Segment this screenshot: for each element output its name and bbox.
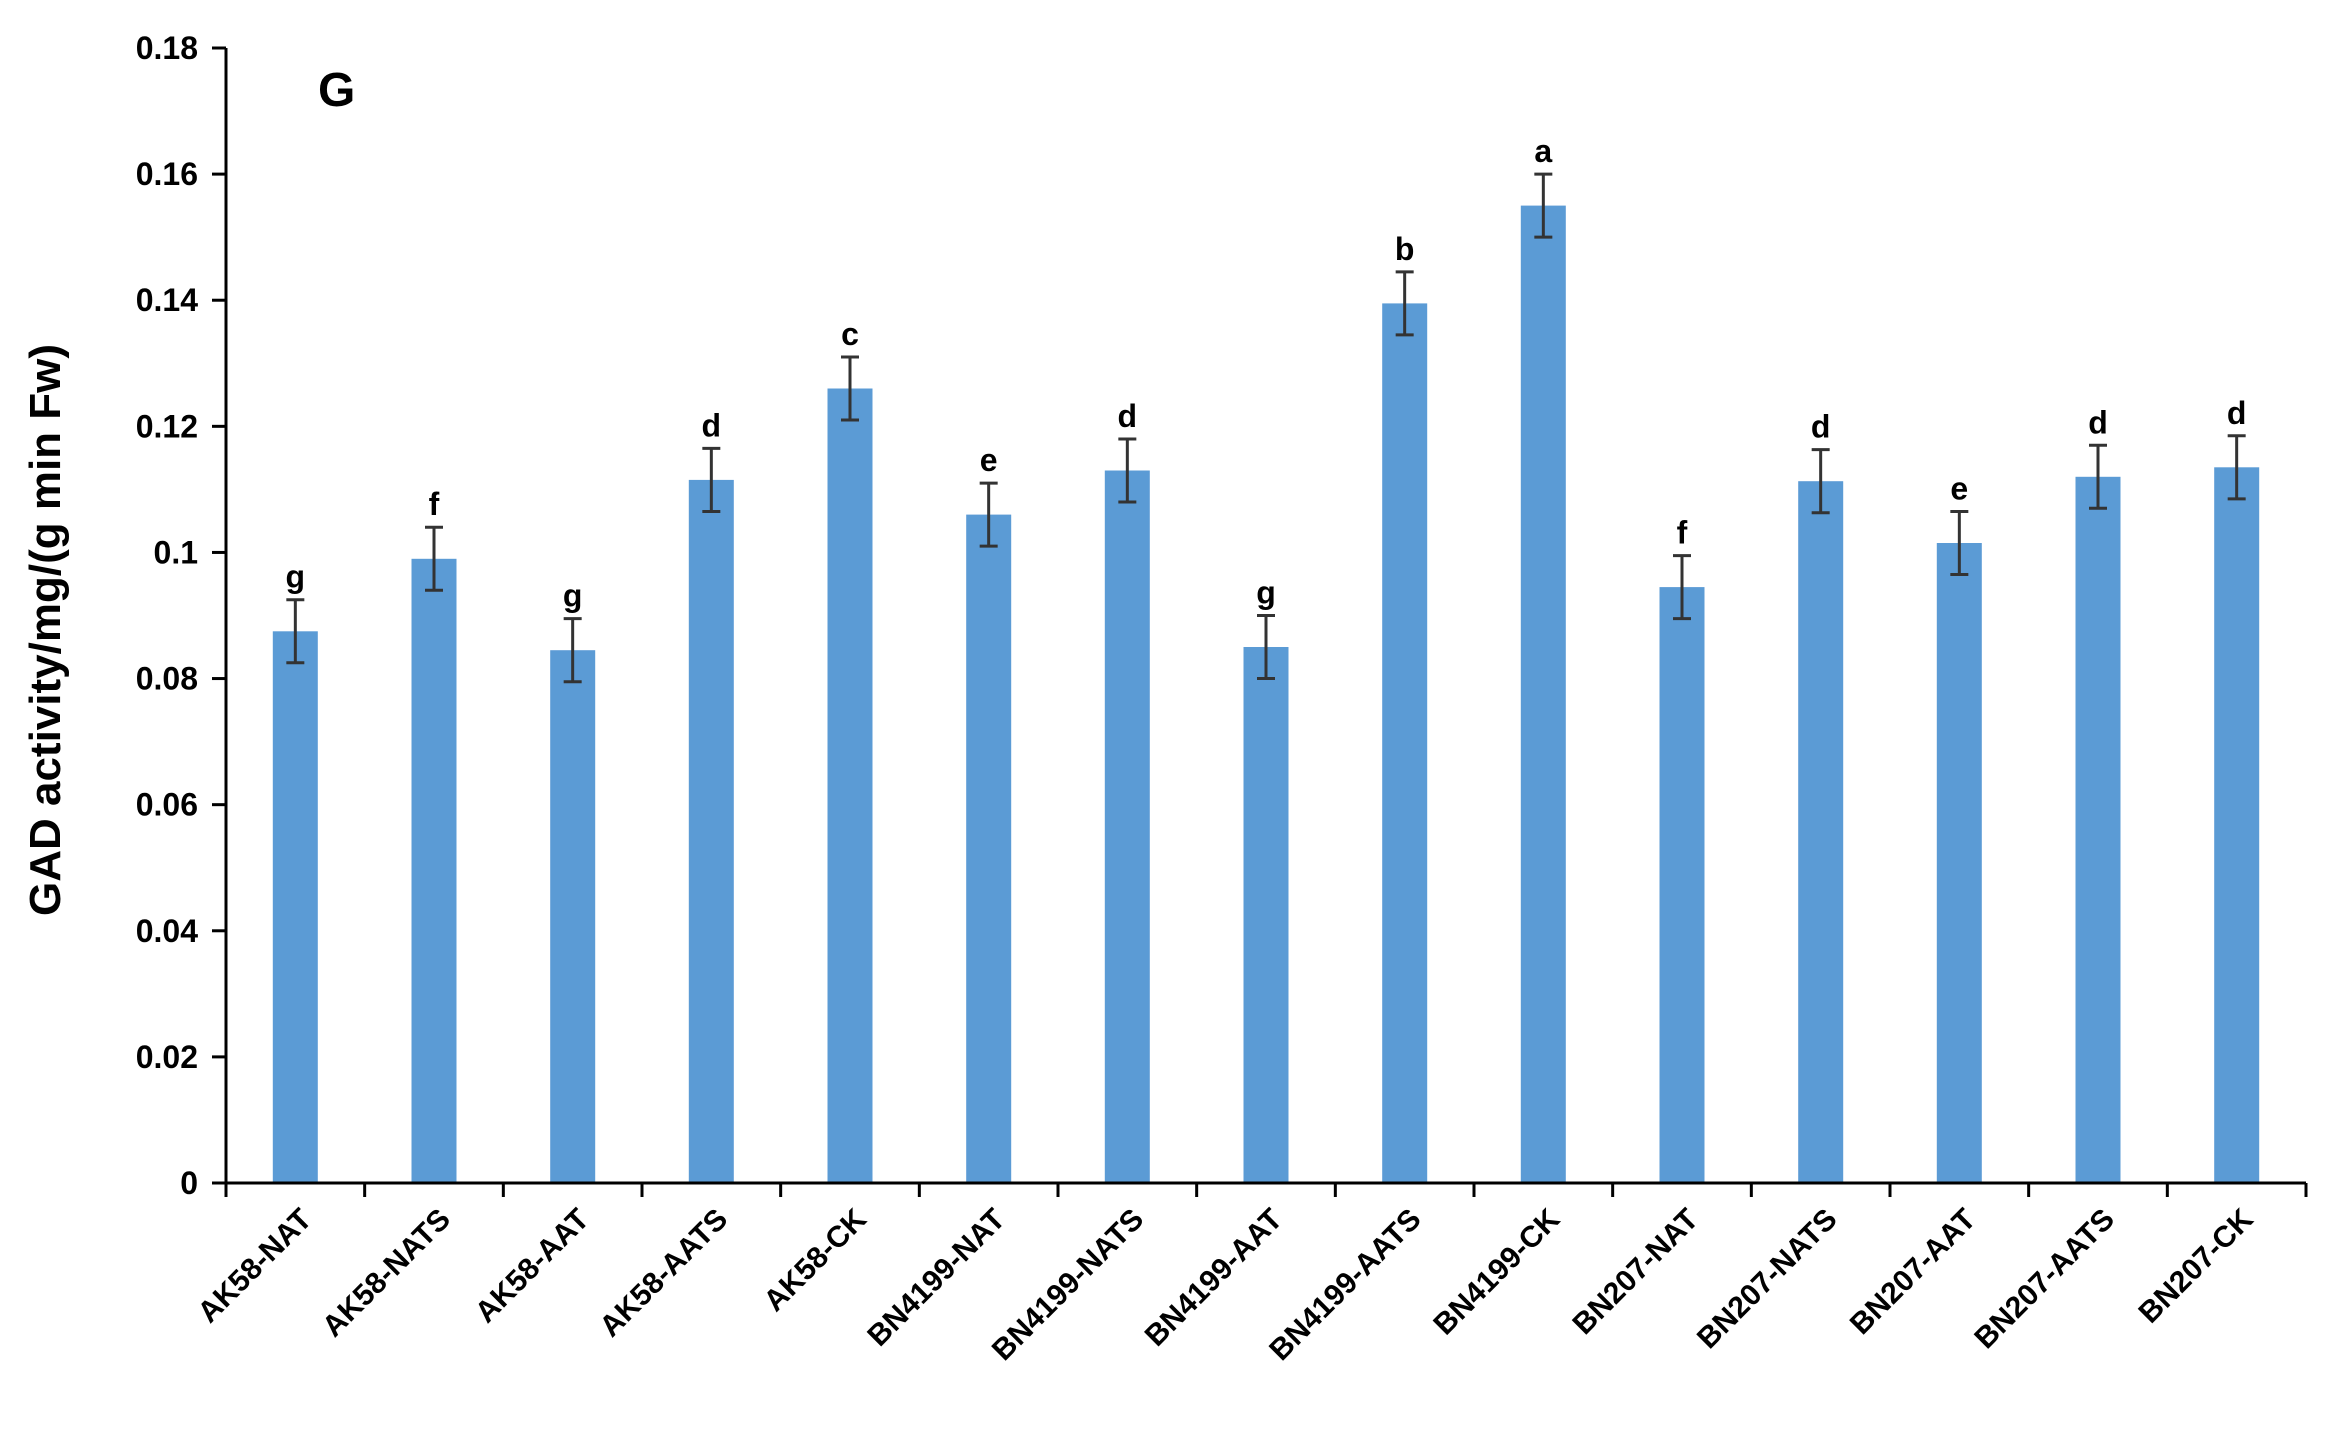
x-tick-label: BN4199-NAT <box>861 1203 1011 1353</box>
x-tick-label: BN207-AATS <box>1968 1203 2121 1356</box>
bar-bn4199-aats <box>1382 303 1428 1183</box>
x-tick-label: BN207-CK <box>2133 1202 2260 1329</box>
x-tick-label: BN207-NAT <box>1566 1203 1704 1341</box>
bar-ak58-nat <box>272 631 318 1183</box>
y-axis-title-group: GAD activity/mg/(g min Fw) <box>21 344 70 916</box>
x-tick-label: BN207-NATS <box>1691 1203 1844 1356</box>
x-tick-label: BN4199-NATS <box>986 1203 1150 1367</box>
bar-bn207-nats <box>1798 481 1844 1183</box>
bar-bn4199-nats <box>1104 470 1150 1183</box>
significance-letter: d <box>1118 398 1138 434</box>
bar-bn4199-ck <box>1520 205 1566 1184</box>
x-tick-label: BN4199-CK <box>1427 1202 1566 1341</box>
bar-ak58-aat <box>550 650 596 1183</box>
bar-bn4199-aat <box>1243 647 1289 1183</box>
x-tick-label: BN4199-AAT <box>1139 1203 1289 1353</box>
bar-bn4199-nat <box>966 514 1012 1183</box>
significance-letter: f <box>429 486 440 522</box>
bar-ak58-ck <box>827 388 873 1183</box>
x-tick-label: AK58-NATS <box>316 1203 457 1344</box>
y-axis-title: GAD activity/mg/(g min Fw) <box>21 344 70 916</box>
x-tick-label: AK58-AAT <box>469 1203 596 1330</box>
significance-letter: d <box>702 407 722 443</box>
bar-ak58-nats <box>411 558 457 1184</box>
bar-ak58-aats <box>688 479 734 1183</box>
significance-letter: g <box>286 559 306 595</box>
bar-bn207-aat <box>1936 543 1982 1183</box>
panel-label: G <box>318 64 355 117</box>
x-tick-label: BN207-AAT <box>1844 1203 1982 1341</box>
x-tick-label: BN4199-AATS <box>1263 1203 1427 1367</box>
y-tick-label: 0.16 <box>136 156 198 192</box>
x-tick-label: AK58-CK <box>758 1202 874 1318</box>
significance-letter: e <box>1950 471 1968 507</box>
significance-letters-layer: g f g d c e d g b a f d e d d <box>286 133 2247 614</box>
axes-layer <box>212 46 2308 1197</box>
significance-letter: g <box>1256 575 1276 611</box>
y-tick-label: 0 <box>180 1165 198 1201</box>
significance-letter: d <box>1811 409 1831 445</box>
bar-bn207-nat <box>1659 587 1705 1183</box>
significance-letter: c <box>841 316 859 352</box>
significance-letter: e <box>980 442 998 478</box>
significance-letter: f <box>1677 515 1688 551</box>
y-tick-label: 0.08 <box>136 661 198 697</box>
y-tick-label: 0.02 <box>136 1039 198 1075</box>
y-tick-label: 0.04 <box>136 913 198 949</box>
significance-letter: d <box>2227 395 2247 431</box>
y-tick-label: 0.14 <box>136 282 198 318</box>
y-tick-label: 0.18 <box>136 30 198 66</box>
bar-bn207-aats <box>2075 476 2121 1183</box>
y-tick-labels-layer: 0 0.02 0.04 0.06 0.08 0.1 0.12 0.14 0.16 0.18 <box>136 30 198 1201</box>
significance-letter: a <box>1534 133 1552 169</box>
significance-letter: d <box>2088 404 2108 440</box>
bar-bn207-ck <box>2214 467 2260 1183</box>
significance-letter: g <box>563 578 583 614</box>
y-tick-label: 0.12 <box>136 408 198 444</box>
x-tick-label: AK58-AATS <box>593 1203 734 1344</box>
significance-letter: b <box>1395 231 1415 267</box>
y-tick-label: 0.1 <box>154 534 198 570</box>
y-tick-label: 0.06 <box>136 787 198 823</box>
bars-layer <box>272 205 2260 1184</box>
error-bars-layer <box>286 172 2246 684</box>
x-tick-label: AK58-NAT <box>192 1203 319 1330</box>
